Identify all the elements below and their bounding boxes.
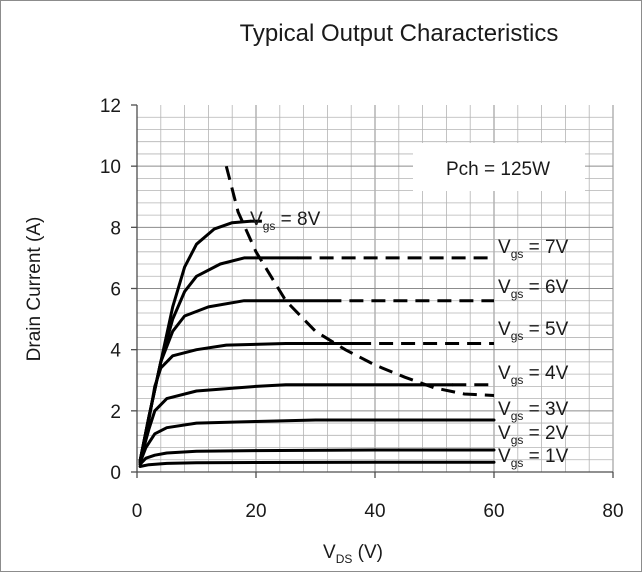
series-label: Vgs = 7V bbox=[498, 237, 569, 261]
series-label: Vgs = 8V bbox=[250, 209, 321, 233]
series-curve-2v bbox=[138, 448, 496, 466]
x-tick-label: 20 bbox=[245, 501, 266, 522]
series-curve-4v bbox=[138, 383, 454, 463]
series-label: Vgs = 6V bbox=[498, 277, 569, 301]
y-tick-label: 0 bbox=[110, 463, 121, 484]
y-tick-label: 4 bbox=[110, 341, 121, 362]
x-tick-label: 40 bbox=[364, 501, 385, 522]
series-label: Vgs = 2V bbox=[498, 423, 569, 447]
x-axis-label-main: V bbox=[323, 542, 336, 563]
pch-annotation: Pch = 125W bbox=[446, 159, 550, 180]
x-tick-label: 0 bbox=[132, 501, 143, 522]
series-curve-1v bbox=[138, 460, 496, 468]
x-tick-label: 60 bbox=[483, 501, 504, 522]
series-curve-8v bbox=[138, 219, 252, 463]
ticks: 0 20 40 60 80 0 2 4 6 8 10 12 bbox=[100, 96, 624, 522]
x-tick-label: 80 bbox=[602, 501, 623, 522]
y-tick-label: 6 bbox=[110, 280, 121, 301]
y-tick-label: 12 bbox=[100, 96, 121, 117]
chart-title: Typical Output Characteristics bbox=[240, 20, 559, 47]
x-axis-label-sub: DS bbox=[336, 552, 353, 566]
annotation-box bbox=[413, 143, 585, 191]
series-label: Vgs = 3V bbox=[498, 399, 569, 423]
series-label: Vgs = 5V bbox=[498, 319, 569, 343]
power-limit-curve bbox=[224, 165, 495, 397]
series-curve-5v bbox=[138, 342, 359, 463]
x-axis-label-unit: (V) bbox=[352, 542, 383, 563]
series-label: Vgs = 1V bbox=[498, 446, 569, 470]
y-axis-label: Drain Current (A) bbox=[24, 217, 45, 362]
x-axis-label: VDS (V) bbox=[323, 542, 383, 566]
y-tick-label: 10 bbox=[100, 157, 121, 178]
y-tick-label: 2 bbox=[110, 402, 121, 423]
series-label: Vgs = 4V bbox=[498, 363, 569, 387]
curves bbox=[138, 165, 496, 468]
y-tick-label: 8 bbox=[110, 218, 121, 239]
series-curve-3v bbox=[138, 418, 496, 465]
